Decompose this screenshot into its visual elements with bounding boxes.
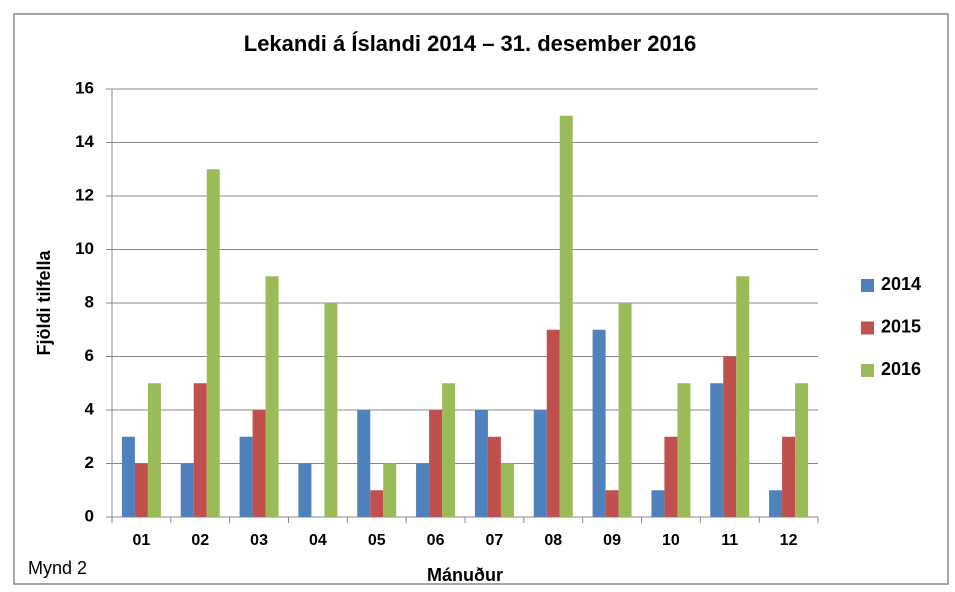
bar [147, 383, 161, 517]
bar [651, 490, 665, 517]
bar [324, 303, 338, 517]
bar [795, 383, 809, 517]
x-tick-label: 02 [191, 532, 209, 549]
x-tick-label: 11 [721, 532, 738, 549]
x-tick-label: 01 [133, 532, 151, 549]
bar [533, 410, 547, 517]
bar [370, 490, 384, 517]
annotation: Mynd 2 [28, 558, 87, 578]
bar [429, 410, 443, 517]
x-tick-label: 03 [250, 532, 268, 549]
y-tick-label: 2 [85, 453, 94, 472]
bar [474, 410, 488, 517]
bar [239, 436, 253, 517]
x-tick-label: 10 [662, 532, 680, 549]
y-tick-label: 0 [85, 506, 94, 525]
y-tick-label: 8 [85, 292, 94, 311]
legend-label: 2014 [881, 274, 921, 294]
x-axis-label: Mánuður [427, 565, 503, 585]
bar [298, 463, 312, 517]
x-tick-label: 05 [368, 532, 386, 549]
bar [677, 383, 691, 517]
bar [736, 276, 750, 517]
bar [769, 490, 783, 517]
y-tick-label: 16 [75, 78, 94, 97]
bar [618, 303, 632, 517]
bar [180, 463, 194, 517]
legend-swatch [861, 279, 874, 292]
y-tick-label: 12 [75, 185, 94, 204]
bar [121, 436, 135, 517]
y-axis-label: Fjöldi tilfella [34, 250, 54, 356]
bar [710, 383, 724, 517]
bar [416, 463, 430, 517]
y-tick-label: 10 [75, 239, 94, 258]
legend-swatch [861, 364, 874, 377]
bar [559, 115, 573, 517]
x-tick-label: 06 [427, 532, 445, 549]
bar [592, 329, 606, 517]
bar [252, 410, 266, 517]
bar [442, 383, 456, 517]
bar [134, 463, 148, 517]
x-tick-label: 07 [486, 532, 504, 549]
x-tick-label: 04 [309, 532, 327, 549]
y-tick-label: 6 [85, 346, 94, 365]
bar [383, 463, 397, 517]
bar [206, 169, 220, 517]
legend-label: 2015 [881, 316, 921, 336]
bar [357, 410, 371, 517]
legend-swatch [861, 321, 874, 335]
y-tick-label: 4 [85, 399, 95, 418]
chart-title: Lekandi á Íslandi 2014 – 31. desember 20… [244, 31, 696, 56]
legend-label: 2016 [881, 359, 921, 379]
x-tick-label: 08 [544, 532, 562, 549]
bar [605, 490, 619, 517]
bar [546, 329, 560, 517]
x-tick-label: 09 [603, 532, 621, 549]
bar [265, 276, 279, 517]
bar [500, 463, 514, 517]
bar [723, 356, 737, 517]
y-tick-label: 14 [75, 132, 94, 151]
bar [487, 436, 501, 517]
bar [782, 436, 796, 517]
bar [193, 383, 207, 517]
bar [664, 436, 678, 517]
x-tick-label: 12 [780, 532, 798, 549]
